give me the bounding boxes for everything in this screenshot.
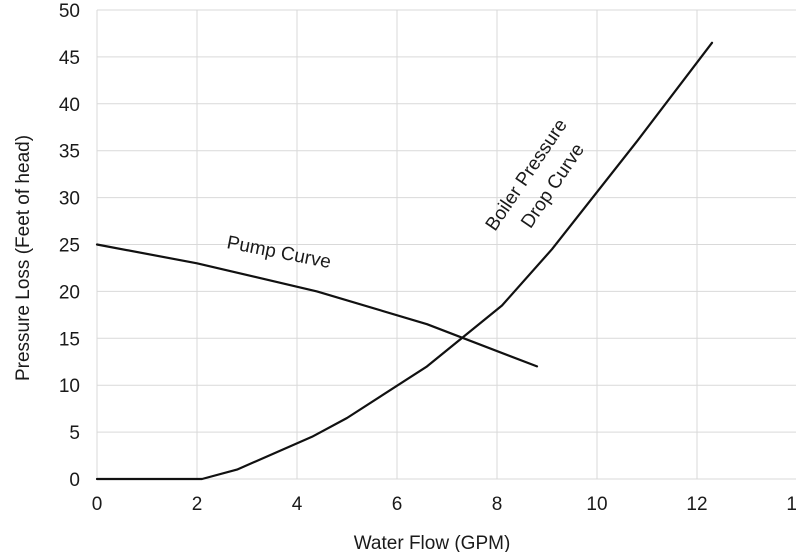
- x-tick-label: 12: [686, 494, 707, 515]
- x-tick-label: 10: [586, 494, 607, 515]
- y-tick-label: 15: [59, 329, 80, 350]
- y-tick-label: 25: [59, 236, 80, 257]
- x-tick-label: 14: [786, 494, 796, 515]
- x-axis-ticks: 0 2 4 6 8 10 12 14: [92, 494, 796, 515]
- y-axis-title: Pressure Loss (Feet of head): [13, 135, 34, 381]
- annotations: Pump Curve Boiler Pressure Drop Curve: [225, 115, 589, 273]
- y-tick-label: 45: [59, 48, 80, 69]
- x-tick-label: 2: [192, 494, 203, 515]
- x-tick-label: 8: [492, 494, 503, 515]
- y-tick-label: 40: [59, 95, 80, 116]
- pump-curve-label: Pump Curve: [225, 232, 333, 273]
- boiler-pressure-drop-curve-line: [95, 41, 714, 481]
- x-tick-label: 6: [392, 494, 403, 515]
- x-axis-title: Water Flow (GPM): [354, 533, 511, 552]
- x-tick-label: 4: [292, 494, 303, 515]
- y-tick-label: 5: [69, 423, 80, 444]
- series-layer: [95, 41, 714, 481]
- y-tick-label: 0: [69, 470, 80, 491]
- y-tick-label: 10: [59, 376, 80, 397]
- boiler-curve-label: Boiler Pressure Drop Curve: [482, 115, 589, 234]
- x-tick-label: 0: [92, 494, 103, 515]
- y-axis-ticks: 0 5 10 15 20 25 30 35 40 45 50: [59, 1, 80, 491]
- y-tick-label: 50: [59, 1, 80, 22]
- y-tick-label: 30: [59, 189, 80, 210]
- y-tick-label: 35: [59, 142, 80, 163]
- pump-curve-line: [95, 243, 539, 368]
- y-tick-label: 20: [59, 282, 80, 303]
- grid: [96, 9, 796, 480]
